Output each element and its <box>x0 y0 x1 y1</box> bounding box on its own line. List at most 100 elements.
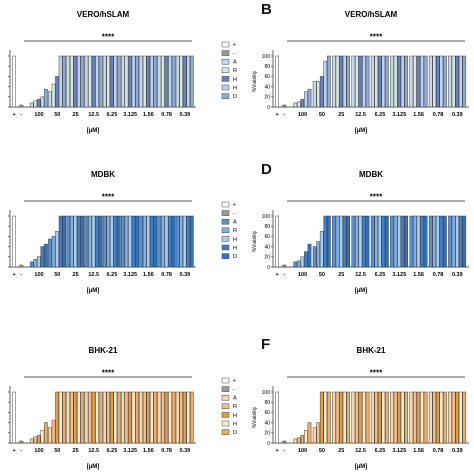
bar <box>84 391 89 444</box>
bar <box>351 215 356 268</box>
bar <box>58 215 63 268</box>
bar <box>62 391 67 444</box>
bar <box>62 55 67 108</box>
bar <box>323 391 328 444</box>
bar <box>377 215 382 268</box>
bar <box>400 55 405 108</box>
bar <box>44 243 48 268</box>
bar <box>102 215 107 268</box>
x-tick-label: 1.56 <box>413 448 424 454</box>
bar <box>332 55 336 108</box>
bar <box>186 215 191 268</box>
bar <box>33 100 38 108</box>
bar <box>91 391 96 444</box>
chart-panel-e: BHK-21 **** + -100 50 25 12.5 6.25 3.125 1.56 0.78… <box>0 316 237 474</box>
x-tick-label: 6.25 <box>375 272 386 278</box>
bar <box>51 419 56 444</box>
x-tick-label: 12.5 <box>88 112 99 118</box>
bar <box>319 231 324 268</box>
bar <box>455 215 459 268</box>
bar <box>397 55 401 108</box>
bar <box>179 55 183 108</box>
bar <box>462 215 467 268</box>
legend-swatch <box>221 412 230 418</box>
bar <box>332 391 336 444</box>
bar <box>55 76 59 108</box>
bar <box>91 215 96 268</box>
x-tick-label-control: - <box>20 272 22 278</box>
legend-swatch <box>221 236 230 242</box>
x-tick-label: 100 <box>34 448 43 454</box>
x-tick-label: 0.39 <box>180 112 191 118</box>
bar <box>135 215 139 268</box>
x-tick-label: 12.5 <box>355 448 366 454</box>
bar <box>327 55 331 108</box>
significance-label: **** <box>370 193 383 202</box>
bar <box>451 391 456 444</box>
bar <box>370 55 375 108</box>
bar <box>161 55 165 108</box>
legend-swatch <box>221 84 230 91</box>
x-tick-label: 0.78 <box>433 112 444 118</box>
bar <box>182 215 187 268</box>
bar <box>377 55 382 108</box>
bar <box>139 55 143 108</box>
bar <box>189 391 194 444</box>
bar <box>358 215 363 268</box>
x-axis-label: [µM] <box>87 464 99 470</box>
chart-panel-c: MDBK **** + -100 50 25 12.5 6.25 3.125 1.56 0.78 0.… <box>0 158 237 316</box>
bar <box>458 391 463 444</box>
x-tick-label: 12.5 <box>355 112 366 118</box>
bar <box>66 55 71 108</box>
bar <box>164 215 169 268</box>
bar <box>342 55 347 108</box>
bar <box>432 391 437 444</box>
bar <box>455 391 459 444</box>
bar <box>355 215 359 268</box>
bar <box>168 55 172 108</box>
legend-label: - <box>233 211 235 217</box>
bar <box>84 55 89 108</box>
bar <box>58 391 63 444</box>
bar <box>435 55 440 108</box>
bar <box>307 422 312 444</box>
x-tick-label: 100 <box>298 448 307 454</box>
bar <box>413 215 417 268</box>
legend-swatch <box>221 386 230 392</box>
bar <box>374 215 379 268</box>
bar <box>29 261 34 268</box>
legend-swatch <box>221 50 230 56</box>
bar <box>179 391 183 444</box>
bar <box>168 391 172 444</box>
x-tick-label: 25 <box>72 448 78 454</box>
x-tick-label: 25 <box>338 448 344 454</box>
legend-swatch <box>221 227 230 234</box>
bar <box>48 91 52 108</box>
bar <box>73 215 78 268</box>
bar <box>448 215 452 268</box>
legend-label: AR-23 <box>233 396 237 402</box>
bar <box>149 55 154 108</box>
bar <box>142 215 147 268</box>
bar <box>439 215 444 268</box>
legend-label: + <box>233 202 236 208</box>
y-tick-label: 40 <box>264 420 270 426</box>
x-tick-label: 0.78 <box>161 448 172 454</box>
chart-title: MDBK <box>359 170 383 179</box>
bar <box>189 55 194 108</box>
x-tick-label: 25 <box>338 112 344 118</box>
x-tick-label: 3.125 <box>392 112 406 118</box>
x-tick-label: 12.5 <box>88 448 99 454</box>
bar-control <box>19 264 24 268</box>
bar <box>29 438 34 444</box>
significance-label: **** <box>102 369 115 378</box>
bar <box>128 391 132 444</box>
bar-control <box>282 440 287 444</box>
bar <box>393 391 398 444</box>
y-tick-label: 20 <box>264 431 270 437</box>
bar <box>164 391 169 444</box>
x-tick-label: 1.56 <box>413 112 424 118</box>
y-axis-label: %Viability <box>252 70 258 92</box>
bar-control <box>275 391 279 444</box>
bar <box>69 391 74 444</box>
